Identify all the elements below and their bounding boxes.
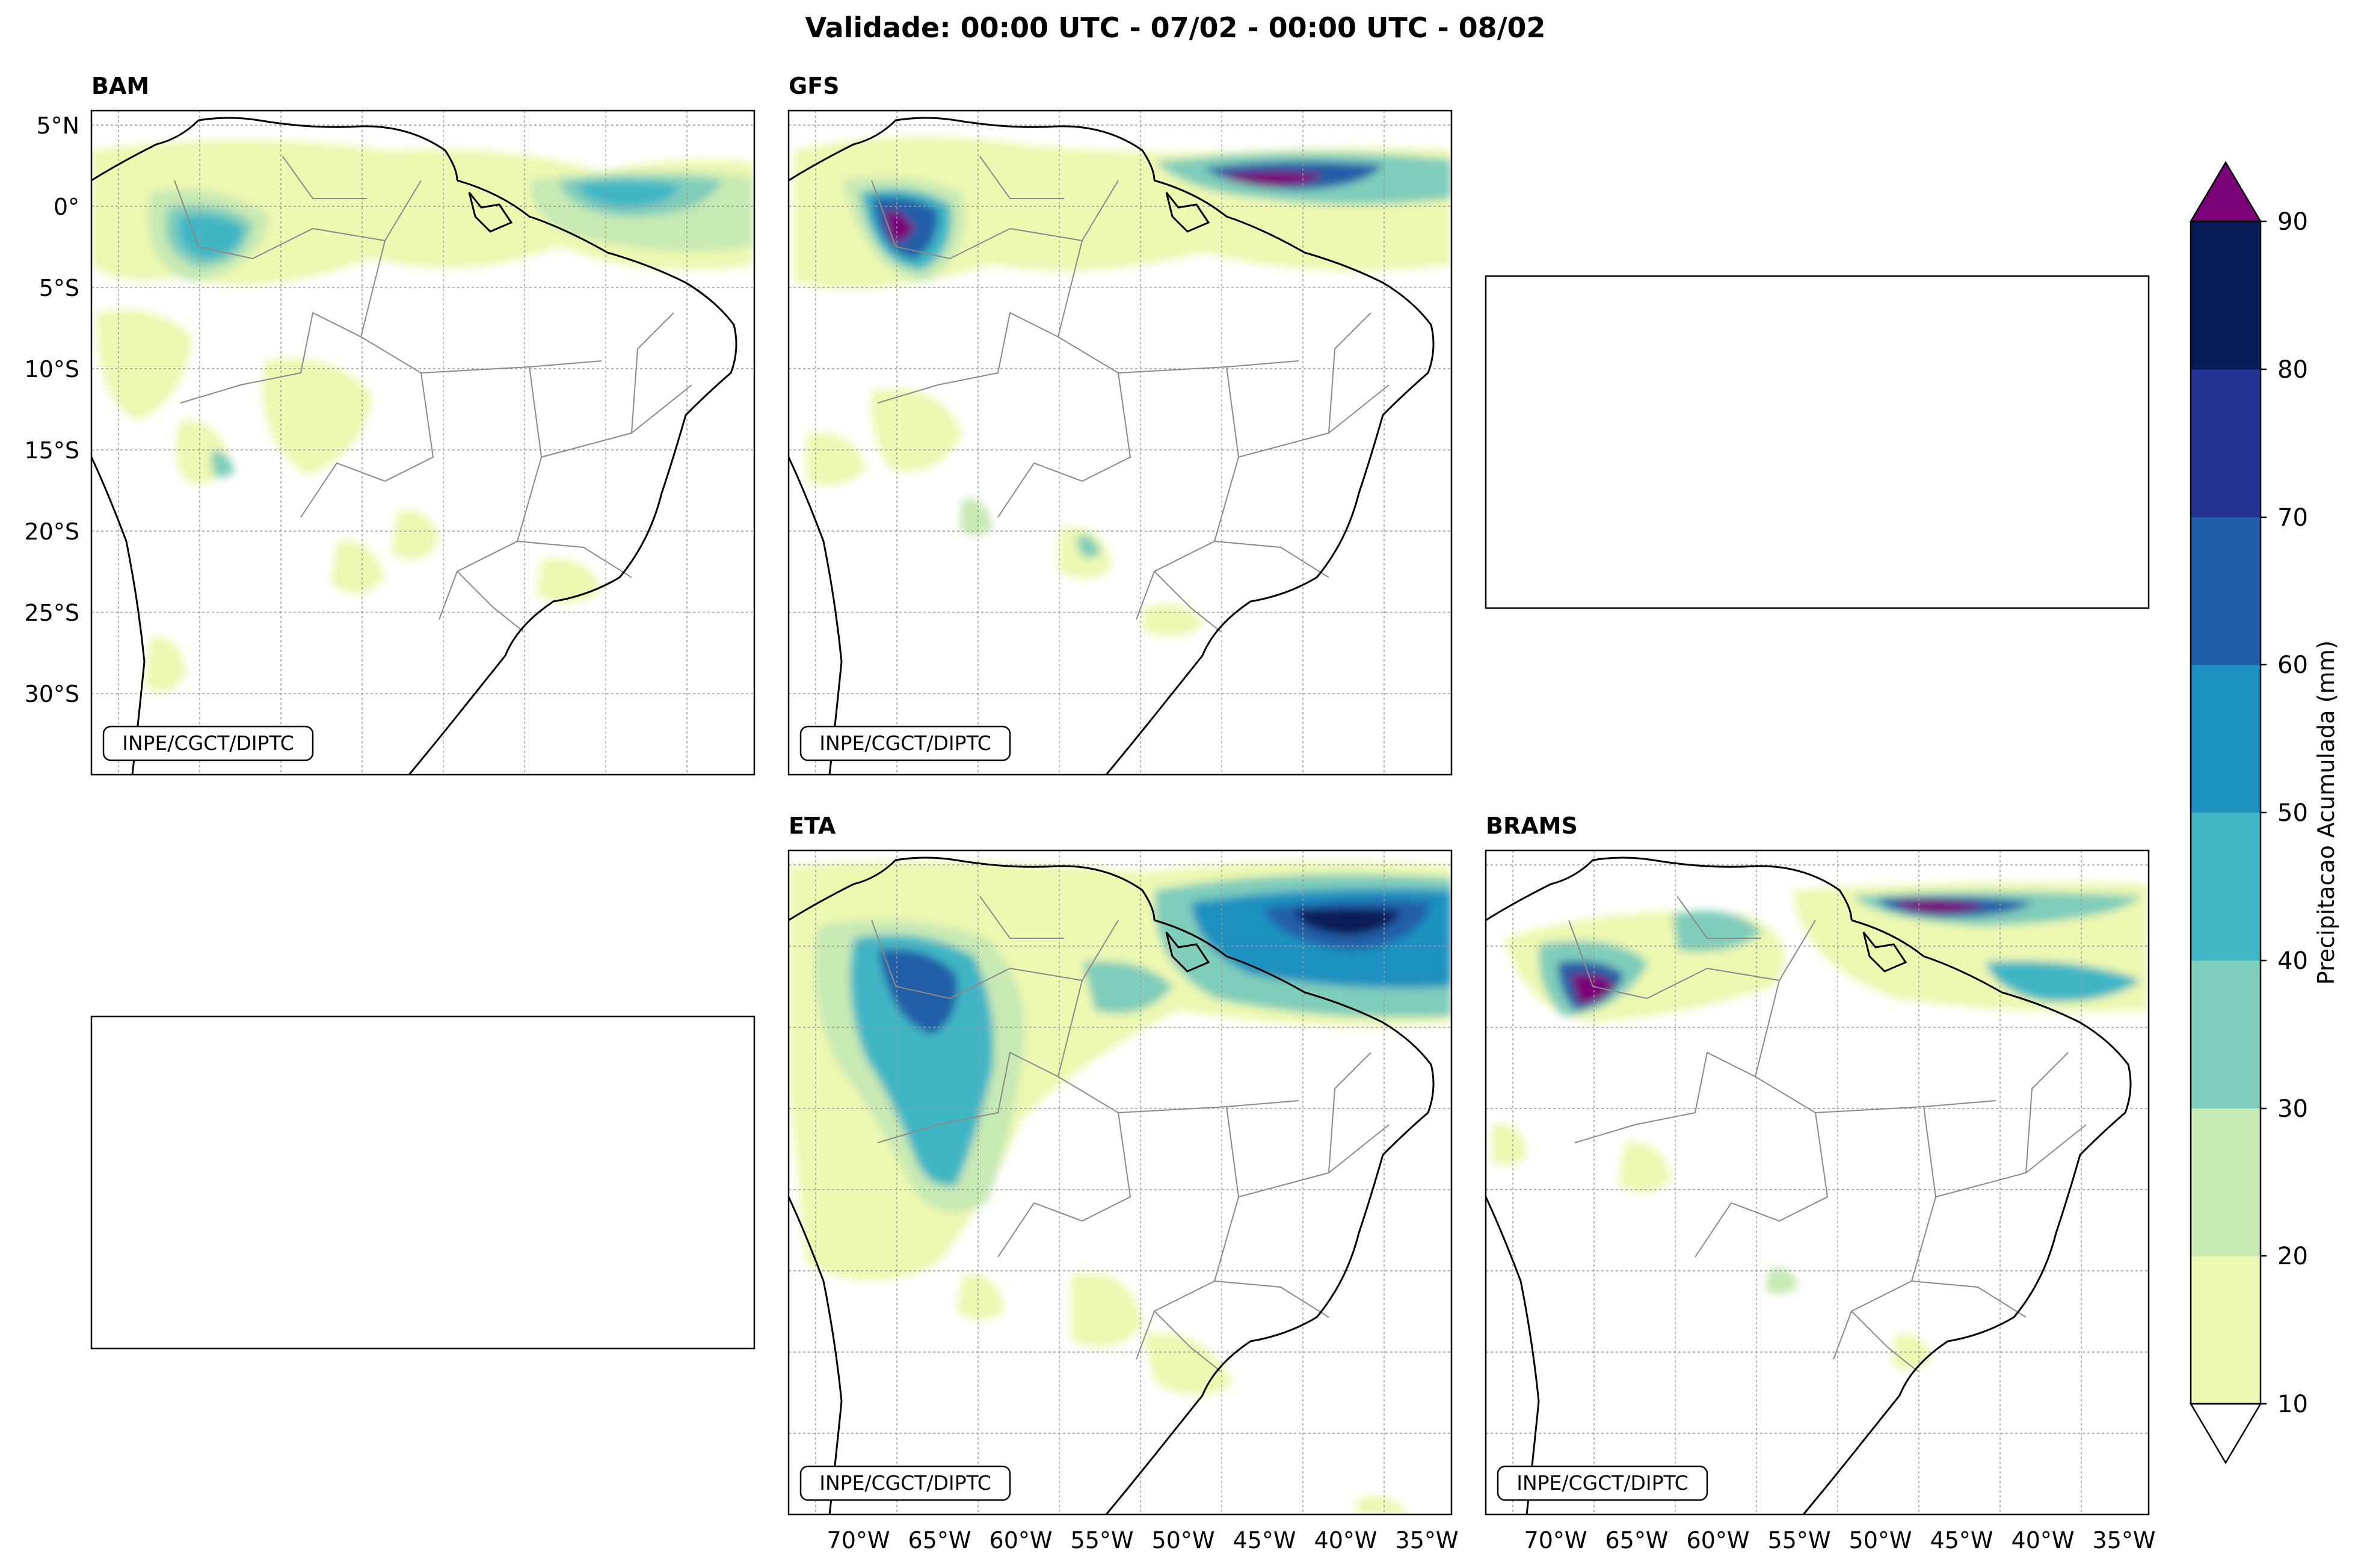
- colorbar-segment: [2191, 960, 2261, 1108]
- credit-label: INPE/CGCT/DIPTC: [122, 731, 294, 755]
- panel-title: BRAMS: [1486, 813, 1578, 839]
- precip-field: [794, 137, 1451, 636]
- panel-title: BAM: [91, 73, 149, 99]
- longitude-tick-labels: 70°W 65°W 60°W 55°W 50°W 45°W 40°W 35°W: [827, 1527, 1459, 1554]
- colorbar-segment: [2191, 1108, 2261, 1256]
- colorbar-segment: [2191, 813, 2261, 961]
- credit-box: [102, 725, 314, 761]
- lat-label: 5°S: [39, 275, 79, 301]
- lon-label: 45°W: [1233, 1527, 1296, 1554]
- latitude-tick-labels: 5°N 0° 5°S 10°S 15°S 20°S 25°S 30°S: [25, 112, 79, 707]
- colorbar-extend-min: [2189, 1403, 2262, 1465]
- colorbar-segment: [2191, 221, 2261, 370]
- colorbar-tick-label: 50: [2277, 799, 2308, 827]
- figure-title: Validade: 00:00 UTC - 07/02 - 00:00 UTC …: [805, 11, 1545, 44]
- lon-label: 70°W: [827, 1527, 890, 1554]
- lon-label: 65°W: [908, 1527, 971, 1554]
- lon-label: 45°W: [1930, 1527, 1993, 1554]
- panel-gfs: GFS: [787, 73, 1453, 776]
- lat-label: 25°S: [25, 600, 79, 626]
- credit-label: INPE/CGCT/DIPTC: [819, 731, 991, 755]
- colorbar-ticks: 10 20 30 40 50 60 70 80 90: [2261, 208, 2308, 1418]
- lon-label: 65°W: [1605, 1527, 1669, 1554]
- lon-label: 50°W: [1152, 1527, 1215, 1554]
- colorbar: 10 20 30 40 50 60 70 80 90 Precipitacao …: [2189, 161, 2339, 1465]
- panel-frame: [787, 109, 1453, 776]
- colorbar-segments: [2191, 221, 2261, 1404]
- panel-eta: ETA: [787, 813, 1459, 1554]
- colorbar-tick-label: 10: [2277, 1391, 2308, 1418]
- precip-field: [789, 861, 1451, 1514]
- lat-label: 20°S: [25, 518, 79, 545]
- panel-frame: [90, 109, 756, 776]
- map-lines: [91, 111, 754, 775]
- lat-label: 15°S: [25, 437, 79, 464]
- credit-box: [799, 1465, 1011, 1501]
- panel-title: GFS: [789, 73, 840, 99]
- colorbar-tick-label: 90: [2277, 208, 2308, 236]
- lon-label: 60°W: [1687, 1527, 1750, 1554]
- lon-label: 55°W: [1071, 1527, 1134, 1554]
- credit-label: INPE/CGCT/DIPTC: [819, 1471, 991, 1495]
- colorbar-label: Precipitacao Acumulada (mm): [2313, 641, 2339, 985]
- longitude-tick-labels: 70°W 65°W 60°W 55°W 50°W 45°W 40°W 35°W: [1524, 1527, 2156, 1554]
- precip-field: [91, 140, 754, 693]
- lat-label: 0°: [54, 194, 79, 220]
- lat-label: 30°S: [25, 681, 79, 707]
- colorbar-segment: [2191, 1256, 2261, 1404]
- credit-box: [1497, 1465, 1708, 1501]
- lon-label: 40°W: [2012, 1527, 2075, 1554]
- lon-label: 50°W: [1849, 1527, 1912, 1554]
- lat-label: 5°N: [36, 112, 79, 139]
- lon-label: 60°W: [990, 1527, 1053, 1554]
- lon-label: 70°W: [1524, 1527, 1587, 1554]
- credit-label: INPE/CGCT/DIPTC: [1516, 1471, 1688, 1495]
- lon-label: 35°W: [2093, 1527, 2156, 1554]
- lon-label: 55°W: [1768, 1527, 1831, 1554]
- colorbar-tick-label: 80: [2277, 356, 2308, 384]
- panel-frame: [787, 849, 1453, 1516]
- colorbar-tick-label: 30: [2277, 1095, 2308, 1123]
- colorbar-segment: [2191, 517, 2261, 665]
- credit-box: [799, 725, 1011, 761]
- panel-frame: [1485, 849, 2150, 1516]
- panel-title: ETA: [789, 813, 836, 839]
- colorbar-tick-label: 60: [2277, 651, 2308, 679]
- lon-label: 40°W: [1314, 1527, 1378, 1554]
- empty-panel-bottom-left: [90, 1015, 756, 1350]
- lat-label: 10°S: [25, 356, 79, 383]
- colorbar-tick-label: 20: [2277, 1243, 2308, 1270]
- panel-brams: BRAMS: [1485, 813, 2156, 1554]
- colorbar-tick-label: 70: [2277, 504, 2308, 532]
- panel-bam: BAM: [25, 73, 756, 776]
- colorbar-extend-max: [2189, 161, 2262, 223]
- map-lines: [1486, 850, 2149, 1514]
- lon-label: 35°W: [1396, 1527, 1459, 1554]
- colorbar-segment: [2191, 369, 2261, 517]
- colorbar-segment: [2191, 665, 2261, 813]
- map-lines: [789, 850, 1451, 1514]
- empty-panel-top-right: [1485, 275, 2150, 609]
- map-lines: [789, 111, 1451, 775]
- colorbar-tick-label: 40: [2277, 947, 2308, 975]
- precip-field: [1492, 882, 2149, 1370]
